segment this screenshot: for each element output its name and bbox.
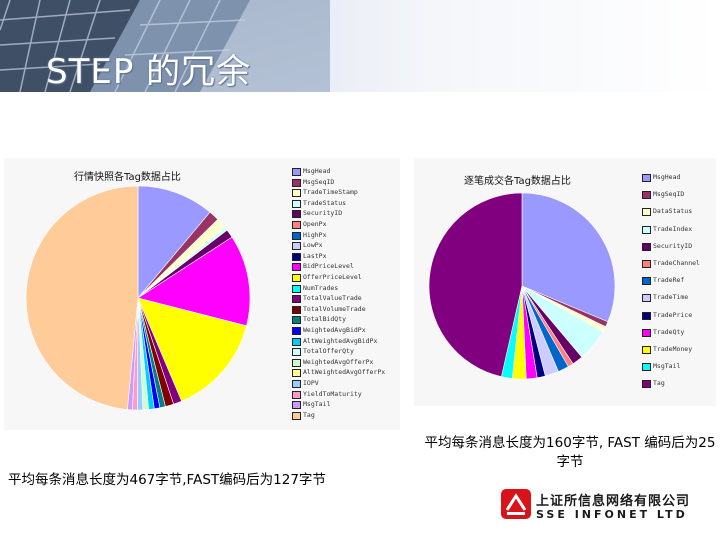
slide-header: STEP 的冗余 [0,0,720,92]
legend-swatch [642,294,651,303]
legend-label: IOPV [303,379,319,387]
legend-swatch [292,380,301,388]
legend-swatch [642,277,651,286]
legend-label: MsgHead [653,173,681,181]
legend-label: MsgTail [303,400,331,409]
legend-swatch [292,252,301,261]
legend-swatch [642,174,651,182]
legend-swatch [642,380,651,389]
legend-label: TradeStatus [303,198,347,207]
pie-slice-msghead [521,192,616,323]
legend-label: TradeIndex [653,224,693,233]
legend-label: TradeRef [653,276,685,285]
pie-slice-tag [428,192,523,378]
sse-infonet-logo-icon [501,489,531,519]
legend-swatch [642,328,651,337]
legend-label: OfferPriceLevel [303,273,362,281]
legend-label: MsgTail [653,362,681,371]
legend-swatch [292,274,301,282]
legend-label: Tag [653,379,665,388]
legend-label: AltWeightedAvgOfferPx [303,368,386,377]
legend-label: NumTrades [303,283,339,292]
pie-chart-trade: 逐笔成交各Tag数据占比 MsgHead MsgSeqID DataStatus Tr… [414,158,716,406]
caption-trade: 平均每条消息长度为160字节, FAST 编码后为25字节 [424,435,716,470]
legend-swatch [642,208,651,217]
legend-swatch [292,348,301,357]
legend-swatch [292,327,301,335]
legend-swatch [642,363,651,372]
legend-swatch [292,168,301,176]
pie-chart-snapshot: 行情快照各Tag数据占比 MsgHead MsgSeqID TradeTimeSta… [4,158,400,430]
legend-swatch [292,401,301,410]
legend-swatch [642,311,651,320]
chart-title: 逐笔成交各Tag数据占比 [464,176,571,187]
logo-english-name: SSE INFONET LTD [536,508,688,521]
legend-label: AltWeightedAvgBidPx [303,336,378,345]
pie-slice-offerpricelevel [137,297,247,402]
legend-label: MsgSeqID [653,190,685,199]
legend-label: HighPx [303,230,327,239]
legend-label: TotalVolumeTrade [303,304,366,313]
legend-label: WeightedAvgBidPx [303,326,366,334]
slide-title: STEP 的冗余 [46,52,252,92]
legend-swatch [292,390,301,399]
legend-swatch [292,199,301,208]
legend-swatch [292,316,301,325]
legend-swatch [292,263,301,272]
legend-label: TotalOfferQty [303,347,354,356]
legend-swatch [642,225,651,234]
legend-swatch [292,337,301,346]
pie-plot [25,185,251,411]
legend-label: YieldToMaturity [303,389,362,398]
legend-label: SecurityID [653,241,693,250]
legend-label: TradeTime [653,293,689,302]
pie-slice-msghead [137,185,211,299]
chart-title: 行情快照各Tag数据占比 [74,172,181,183]
legend-swatch [292,210,301,219]
legend-label: TradeChannel [653,259,700,267]
legend-swatch [642,346,651,354]
legend-label: Tag [303,410,315,419]
legend-swatch [292,369,301,378]
legend-swatch [292,178,301,187]
legend-swatch [292,305,301,314]
legend-swatch [292,189,301,198]
legend-swatch [292,231,301,240]
legend-label: TradeTimeStamp [303,188,358,197]
logo-chinese-name: 上证所信息网络有限公司 [536,494,691,509]
caption-snapshot: 平均每条消息长度为467字节,FAST编码后为127字节 [8,472,326,488]
legend-swatch [292,221,301,229]
legend-label: BidPriceLevel [303,262,354,271]
legend-label: TradeMoney [653,345,693,353]
legend-swatch [292,295,301,304]
pie-plot [428,192,616,380]
legend-label: LastPx [303,251,327,260]
legend-label: TotalBidQty [303,315,347,324]
pie-slice-bidpricelevel [137,236,251,327]
legend-label: TradePrice [653,310,693,319]
legend-swatch [292,284,301,293]
legend-swatch [292,242,301,251]
legend-swatch [642,242,651,251]
legend-swatch [292,358,301,367]
legend-swatch [642,191,651,200]
legend-label: MsgSeqID [303,177,335,186]
legend-label: SecurityID [303,209,343,218]
pie-slice-tag [25,185,139,410]
legend-label: WeightedAvgOfferPx [303,357,374,366]
legend-label: TradeQty [653,327,685,336]
legend-label: DataStatus [653,207,693,216]
legend-swatch [642,260,651,268]
legend-label: LowPx [303,241,323,250]
company-logo: 上证所信息网络有限公司 SSE INFONET LTD [500,486,716,524]
building-image [0,0,330,92]
legend-swatch [292,411,301,420]
legend-label: TotalValueTrade [303,294,362,303]
legend-label: MsgHead [303,167,331,175]
legend-label: OpenPx [303,220,327,228]
